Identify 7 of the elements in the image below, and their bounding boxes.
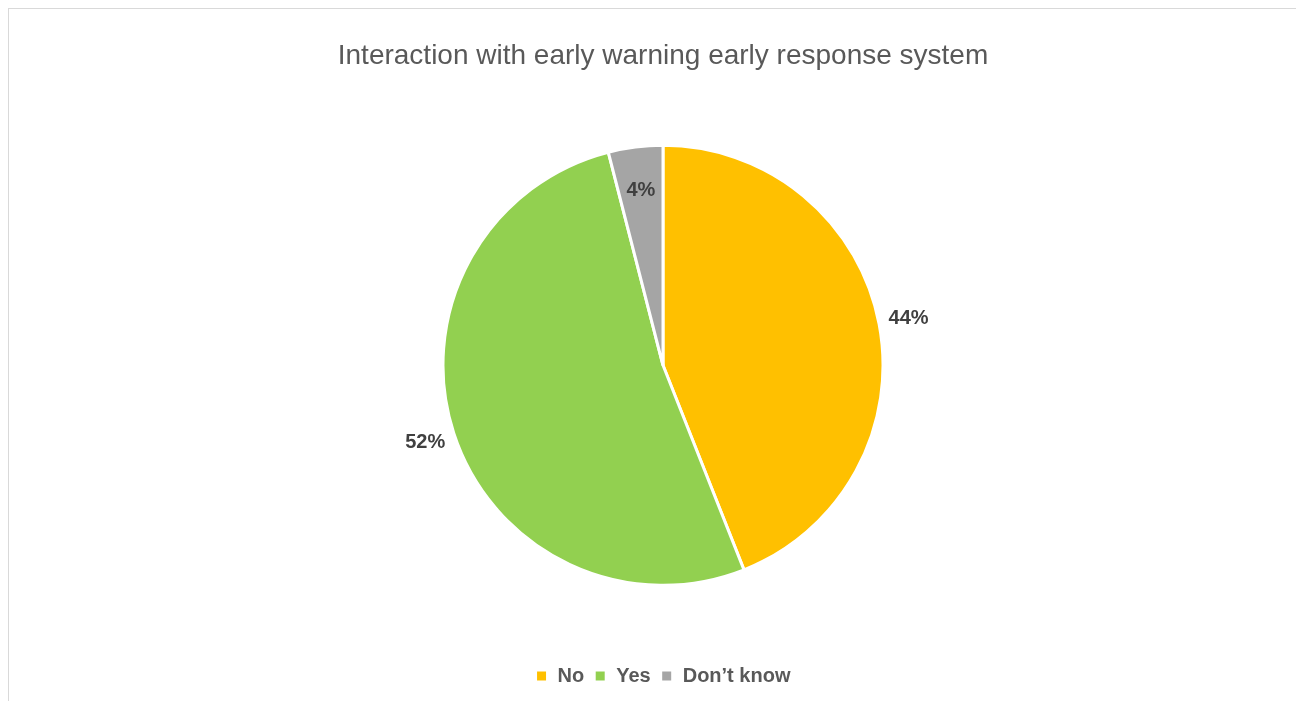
legend-label: Don’t know [682,663,791,686]
data-label: 52% [405,430,446,453]
data-label: 44% [888,305,929,328]
data-label: 4% [626,178,656,201]
chart-title: Interaction with early warning early response system [337,38,989,70]
legend-label: No [557,663,585,686]
legend-label: Yes [616,663,651,686]
